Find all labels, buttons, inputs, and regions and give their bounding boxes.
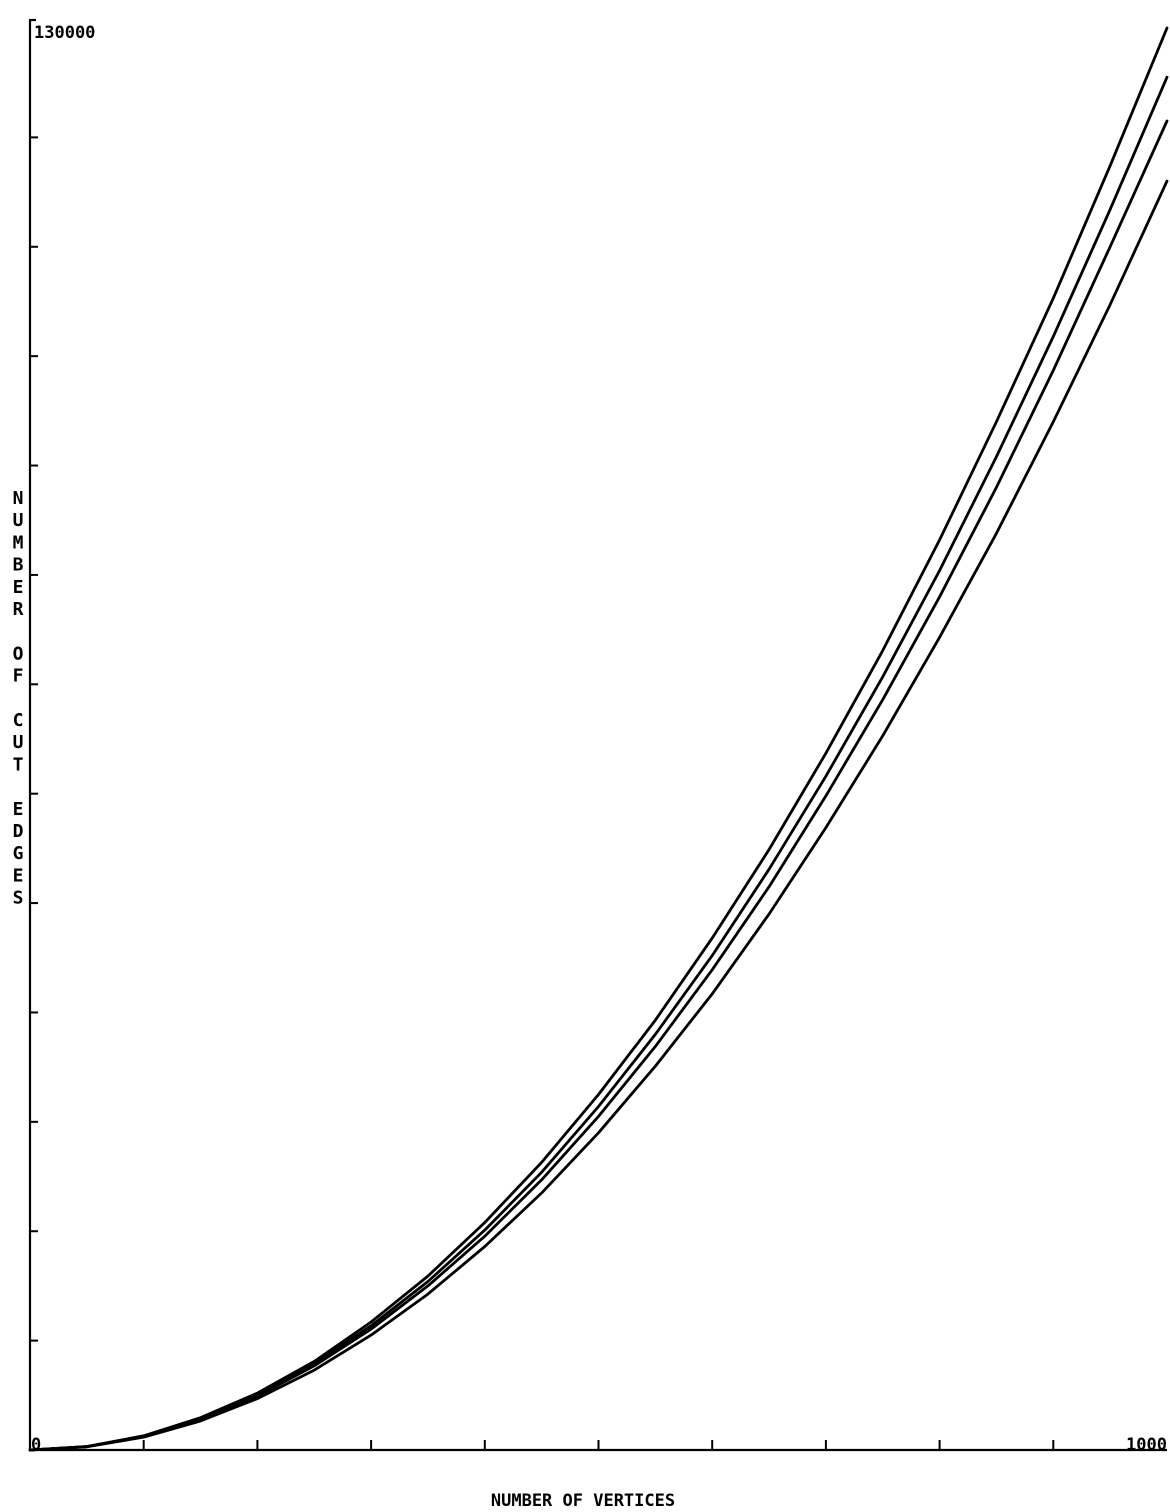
y-axis-label-letter: O — [13, 643, 24, 664]
y-axis-label-letter: E — [13, 577, 24, 598]
y-axis-label-letter: F — [13, 666, 24, 687]
series-line-1 — [28, 26, 1169, 1452]
y-tick-label-top: 130000 — [34, 23, 95, 43]
y-axis-label-letter: C — [13, 710, 24, 731]
series-lines — [28, 26, 1169, 1452]
y-axis-label-letter: S — [13, 888, 24, 909]
y-axis-label-letter: E — [13, 799, 24, 820]
y-axis-label-letter: B — [13, 555, 24, 576]
x-axis-label: NUMBER OF VERTICES — [491, 1491, 675, 1511]
y-axis-label-letter: D — [13, 821, 24, 842]
y-axis-label-letter: E — [13, 865, 24, 886]
x-tick-label-left: 0 — [31, 1435, 41, 1455]
y-axis-label-letter: R — [13, 599, 24, 620]
y-axis-label-letter: T — [13, 754, 24, 775]
y-axis-label-letter: U — [13, 732, 24, 753]
axis-ticks — [30, 136, 1055, 1450]
y-axis-label-letter: N — [13, 488, 24, 509]
series-line-2 — [28, 75, 1169, 1452]
y-axis-label-letter: U — [13, 510, 24, 531]
y-axis-label-letter: M — [13, 532, 24, 553]
series-line-3 — [28, 119, 1169, 1452]
y-axis-label-letter: G — [13, 843, 24, 864]
axes — [28, 18, 1167, 1452]
series-line-4 — [28, 179, 1169, 1452]
x-tick-label-right: 1000 — [1126, 1435, 1167, 1455]
